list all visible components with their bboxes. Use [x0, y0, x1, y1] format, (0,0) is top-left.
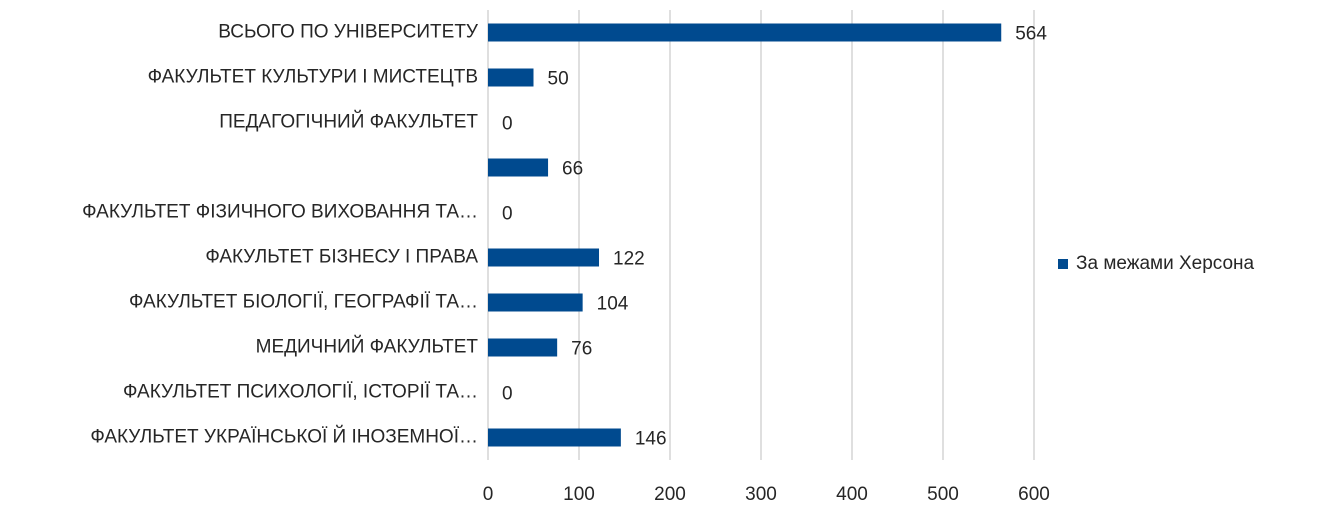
bar: [488, 158, 549, 177]
y-tick-label: ПЕДАГОГІЧНИЙ ФАКУЛЬТЕТ: [219, 111, 478, 133]
bar: [488, 428, 621, 447]
y-tick-label: ФАКУЛЬТЕТ ПСИХОЛОГІЇ, ІСТОРІЇ ТА…: [123, 382, 478, 403]
value-label: 122: [613, 249, 645, 270]
x-tick-label: 600: [1018, 484, 1050, 505]
value-label: 50: [548, 69, 569, 90]
value-label: 76: [571, 339, 592, 360]
x-tick-label: 200: [654, 484, 686, 505]
y-tick-label: МЕДИЧНИЙ ФАКУЛЬТЕТ: [256, 336, 479, 358]
y-tick-label: ФАКУЛЬТЕТ БІОЛОГІЇ, ГЕОГРАФІЇ ТА…: [129, 292, 478, 313]
y-tick-label: ФАКУЛЬТЕТ УКРАЇНСЬКОЇ Й ІНОЗЕМНОЇ…: [90, 426, 478, 448]
value-label: 66: [562, 159, 583, 180]
y-tick-label: ФАКУЛЬТЕТ БІЗНЕСУ І ПРАВА: [205, 247, 478, 268]
bar: [488, 23, 1002, 42]
legend-swatch: [1058, 259, 1068, 269]
bar: [488, 293, 583, 312]
x-tick-label: 0: [483, 484, 494, 505]
x-tick-label: 400: [836, 484, 868, 505]
value-label: 0: [502, 384, 513, 405]
x-tick-label: 300: [745, 484, 777, 505]
value-label: 0: [502, 114, 513, 135]
value-label: 0: [502, 204, 513, 225]
x-tick-label: 100: [563, 484, 595, 505]
bar: [488, 338, 558, 357]
value-label: 146: [635, 429, 667, 450]
x-tick-label: 500: [927, 484, 959, 505]
y-tick-label: ФАКУЛЬТЕТ ФІЗИЧНОГО ВИХОВАННЯ ТА…: [82, 202, 478, 223]
bar: [488, 248, 600, 267]
bar: [488, 68, 534, 87]
value-label: 104: [597, 294, 629, 315]
value-label: 564: [1015, 24, 1047, 45]
legend-label: За межами Херсона: [1076, 253, 1255, 274]
y-tick-label: ВСЬОГО ПО УНІВЕРСИТЕТУ: [218, 22, 479, 43]
y-tick-label: ФАКУЛЬТЕТ КУЛЬТУРИ І МИСТЕЦТВ: [148, 67, 478, 88]
